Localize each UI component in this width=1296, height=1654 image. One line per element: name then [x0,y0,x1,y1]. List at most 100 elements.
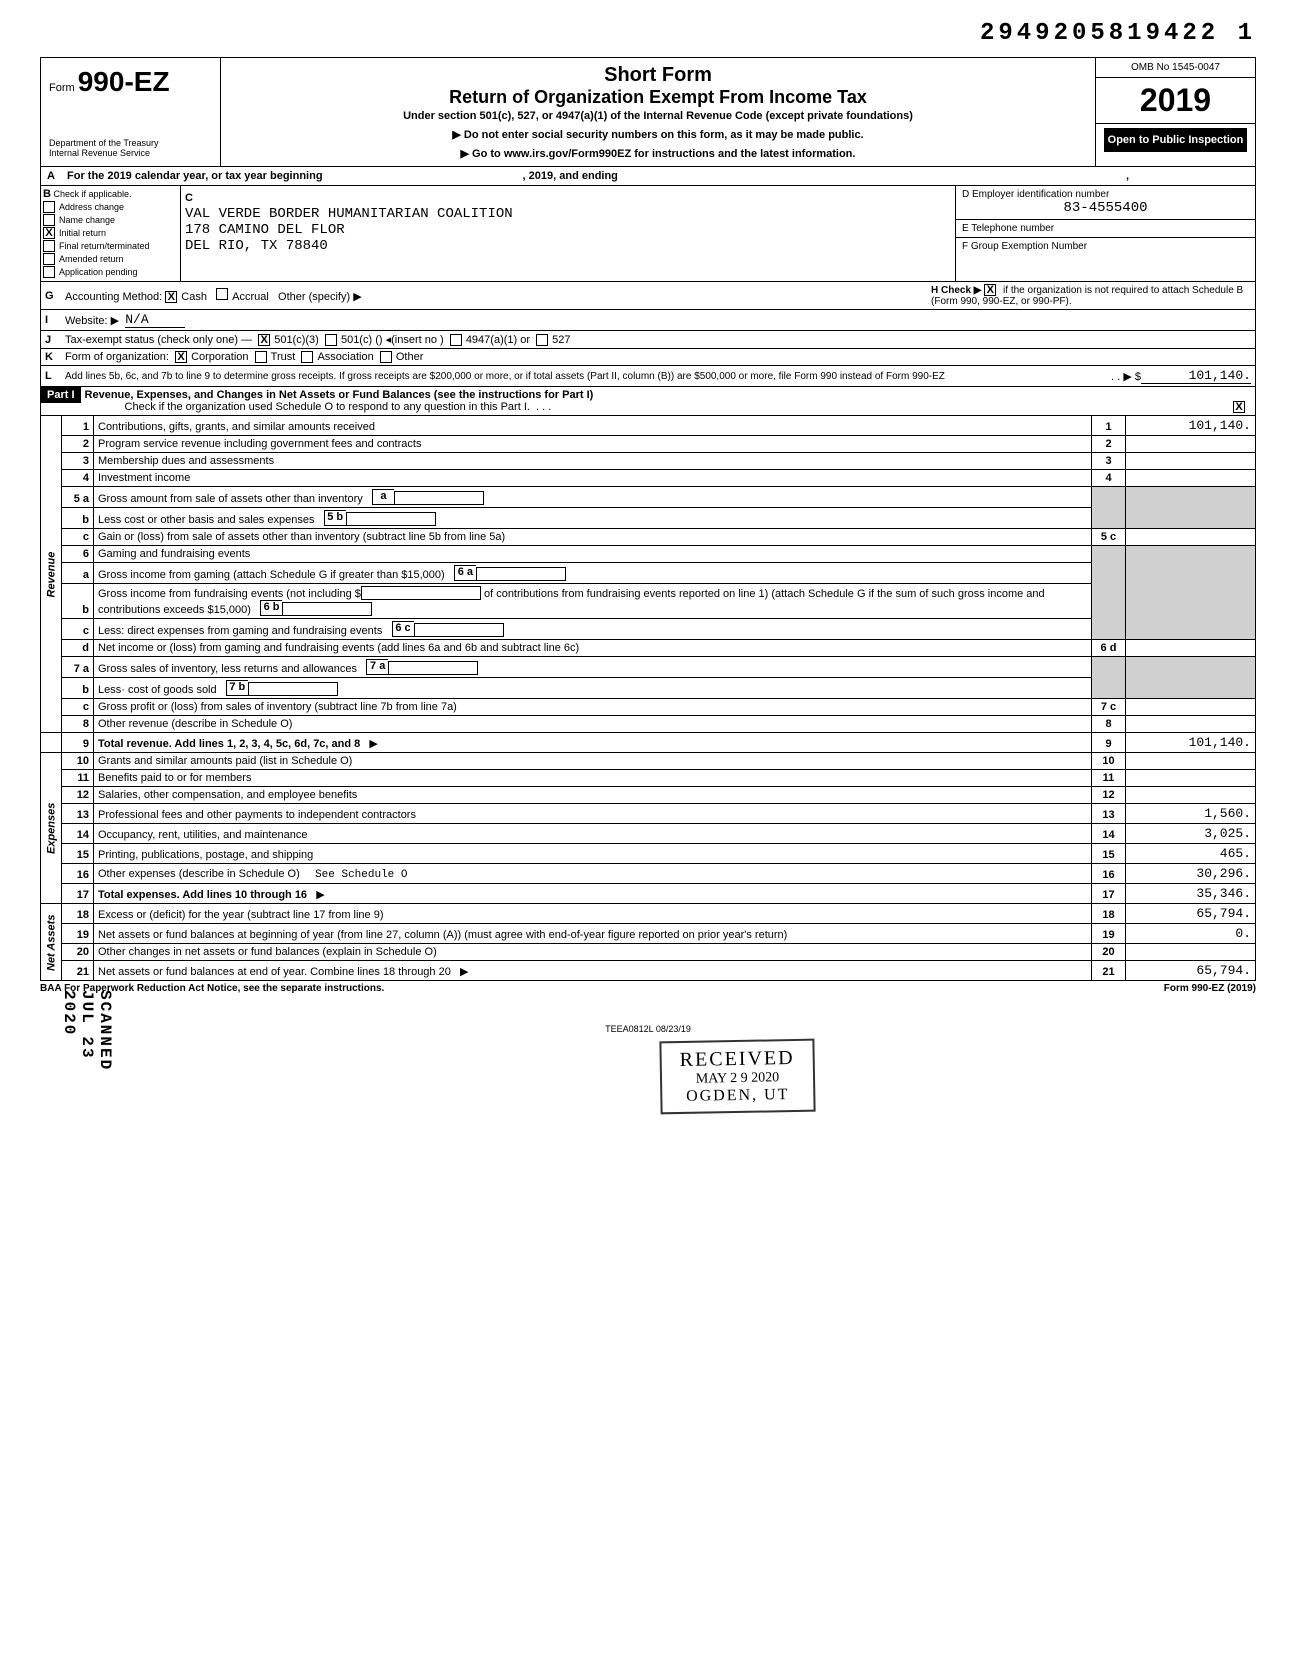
line-18-desc: Excess or (deficit) for the year (subtra… [94,904,1092,924]
label-corporation: Corporation [191,351,248,363]
checkbox-other-org[interactable] [380,351,392,363]
label-l-text: Add lines 5b, 6c, and 7b to line 9 to de… [65,371,1111,382]
open-to-public-badge: Open to Public Inspection [1104,128,1248,152]
title-sub: Under section 501(c), 527, or 4947(a)(1)… [233,110,1083,122]
omb-number: OMB No 1545-0047 [1096,58,1255,78]
line-19-amount: 0. [1126,924,1256,944]
row-a-comma: , [1126,170,1129,182]
received-stamp: RECEIVED MAY 2 9 2020 OGDEN, UT [659,1039,815,1115]
line-9-amount: 101,140. [1126,733,1256,753]
row-l: L Add lines 5b, 6c, and 7b to line 9 to … [40,366,1256,387]
label-name-change: Name change [59,215,115,225]
checkbox-initial-return[interactable]: X [43,227,55,239]
line-16-desc: Other expenses (describe in Schedule O) … [94,864,1092,884]
line-16-amount: 30,296. [1126,864,1256,884]
label-accrual: Accrual [232,291,269,303]
row-a-mid: , 2019, and ending [523,170,618,182]
line-1-amount: 101,140. [1126,416,1256,436]
label-address-change: Address change [59,202,124,212]
line-6d-desc: Net income or (loss) from gaming and fun… [94,640,1092,657]
line-6a-desc: Gross income from gaming (attach Schedul… [94,563,1092,584]
checkbox-h[interactable]: X [984,284,996,296]
line-19-desc: Net assets or fund balances at beginning… [94,924,1092,944]
checkbox-corporation[interactable]: X [175,351,187,363]
line-14-desc: Occupancy, rent, utilities, and maintena… [94,824,1092,844]
checkbox-name-change[interactable] [43,214,55,226]
org-addr1: 178 CAMINO DEL FLOR [185,222,345,238]
line-8-amount [1126,716,1256,733]
form-header: Form 990-EZ Department of the Treasury I… [40,57,1256,167]
label-amended-return: Amended return [59,254,124,264]
line-6b-inner [282,602,372,616]
side-label-expenses: Expenses [41,753,62,904]
side-label-netassets: Net Assets [41,904,62,981]
form-prefix: Form [49,82,75,94]
dept-irs: Internal Revenue Service [49,148,212,158]
value-l-gross-receipts: 101,140. [1141,368,1251,384]
label-b: B [43,188,51,200]
label-initial-return: Initial return [59,228,106,238]
label-trust: Trust [271,351,296,363]
checkbox-501c3[interactable]: X [258,334,270,346]
line-5c-amount [1126,529,1256,546]
line-5b-inner [346,512,436,526]
line-8-desc: Other revenue (describe in Schedule O) [94,716,1092,733]
line-5c-desc: Gain or (loss) from sale of assets other… [94,529,1092,546]
line-7a-desc: Gross sales of inventory, less returns a… [94,657,1092,678]
checkbox-trust[interactable] [255,351,267,363]
label-tax-exempt: Tax-exempt status (check only one) — [65,334,252,346]
checkbox-association[interactable] [301,351,313,363]
line-16-note: See Schedule O [315,869,407,881]
line-12-amount [1126,787,1256,804]
line-4-desc: Investment income [94,470,1092,487]
stamp-received: RECEIVED [680,1047,795,1072]
label-other-org: Other [396,351,424,363]
checkbox-4947[interactable] [450,334,462,346]
footer-left: BAA For Paperwork Reduction Act Notice, … [40,983,1164,994]
org-addr2: DEL RIO, TX 78840 [185,238,328,254]
checkbox-accrual[interactable] [216,288,228,300]
label-association: Association [317,351,373,363]
footer-mid: TEEA0812L 08/23/19 [40,1024,1256,1034]
instruction-ssn: ▶ Do not enter social security numbers o… [233,128,1083,141]
checkbox-application-pending[interactable] [43,266,55,278]
line-5a-desc: Gross amount from sale of assets other t… [94,487,1092,508]
line-10-desc: Grants and similar amounts paid (list in… [94,753,1092,770]
label-application-pending: Application pending [59,267,138,277]
line-15-amount: 465. [1126,844,1256,864]
label-c: C [185,192,193,204]
label-501c: 501(c) ( [341,334,379,346]
line-2-amount [1126,436,1256,453]
label-e-phone: E Telephone number [962,223,1054,234]
label-4947: 4947(a)(1) or [466,334,530,346]
line-13-desc: Professional fees and other payments to … [94,804,1092,824]
line-5b-desc: Less cost or other basis and sales expen… [94,508,1092,529]
line-15-desc: Printing, publications, postage, and shi… [94,844,1092,864]
footer-right: Form 990-EZ (2019) [1164,983,1256,994]
row-k: K Form of organization: XCorporation Tru… [40,349,1256,366]
line-9-desc: Total revenue. Add lines 1, 2, 3, 4, 5c,… [94,733,1092,753]
dept-treasury: Department of the Treasury [49,138,212,148]
line-2-desc: Program service revenue including govern… [94,436,1092,453]
value-ein: 83-4555400 [962,200,1249,216]
checkbox-501c[interactable] [325,334,337,346]
line-7a-inner [388,661,478,675]
checkbox-amended-return[interactable] [43,253,55,265]
line-11-desc: Benefits paid to or for members [94,770,1092,787]
label-d-ein: D Employer identification number [962,189,1109,200]
line-6c-inner [414,623,504,637]
line-6c-desc: Less: direct expenses from gaming and fu… [94,619,1092,640]
tax-year: 2019 [1096,78,1255,124]
checkbox-final-return[interactable] [43,240,55,252]
title-short-form: Short Form [233,64,1083,87]
row-i: I Website: ▶ N/A [40,310,1256,331]
line-21-amount: 65,794. [1126,961,1256,981]
line-4-amount [1126,470,1256,487]
footer: BAA For Paperwork Reduction Act Notice, … [40,981,1256,994]
org-name: VAL VERDE BORDER HUMANITARIAN COALITION [185,206,513,222]
checkbox-address-change[interactable] [43,201,55,213]
checkbox-cash[interactable]: X [165,291,177,303]
checkbox-schedule-o[interactable]: X [1233,401,1245,413]
title-return: Return of Organization Exempt From Incom… [233,87,1083,108]
checkbox-527[interactable] [536,334,548,346]
